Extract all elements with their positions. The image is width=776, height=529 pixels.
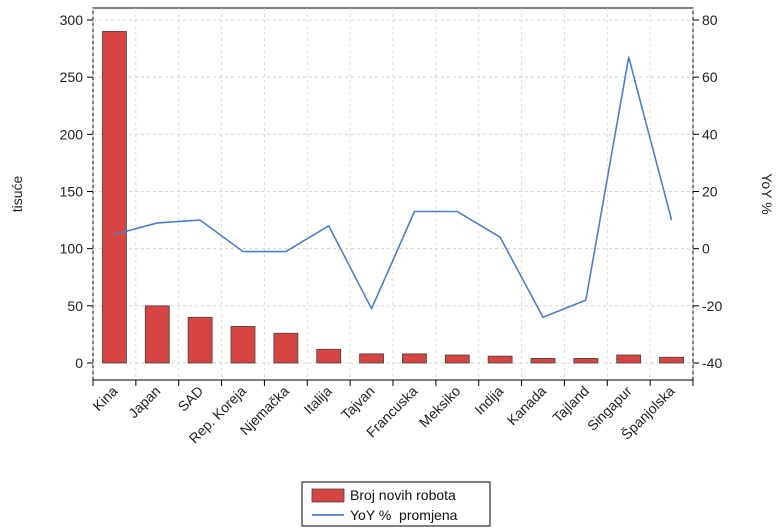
bar-Rep. Koreja bbox=[230, 326, 256, 364]
bar-Meksiko bbox=[444, 354, 470, 364]
bar-Tajvan bbox=[359, 353, 384, 364]
right-tick-label: 60 bbox=[702, 69, 718, 85]
x-tick-label: Tajvan bbox=[338, 383, 378, 423]
legend-bar-label: Broj novih robota bbox=[350, 487, 456, 503]
x-tick-label: Meksiko bbox=[416, 383, 464, 431]
right-tick-label: 80 bbox=[702, 12, 718, 28]
left-tick-label: 250 bbox=[60, 69, 84, 85]
bar-SAD bbox=[187, 316, 213, 364]
bar-Indija bbox=[487, 355, 513, 364]
left-tick-label: 300 bbox=[60, 12, 84, 28]
left-tick-label: 0 bbox=[75, 355, 83, 371]
right-y-axis: -40 -20 0 20 40 60 80 bbox=[693, 12, 722, 371]
line-series bbox=[114, 56, 673, 319]
bar-Singapur bbox=[616, 354, 642, 364]
right-axis-title: YoY % bbox=[759, 173, 775, 214]
right-tick-label: 40 bbox=[702, 126, 718, 142]
gridlines bbox=[92, 8, 694, 380]
left-tick-label: 50 bbox=[67, 298, 83, 314]
x-tick-label: Italija bbox=[300, 383, 335, 418]
bar-Tajland bbox=[573, 358, 599, 364]
right-tick-label: 0 bbox=[702, 241, 710, 257]
left-tick-label: 200 bbox=[60, 126, 84, 142]
x-tick-label: SAD bbox=[175, 383, 207, 415]
x-tick-label: Tajland bbox=[549, 383, 592, 426]
left-y-axis: 0 50 100 150 200 250 300 bbox=[60, 12, 93, 371]
left-tick-label: 150 bbox=[60, 184, 84, 200]
bar-Njemačka bbox=[273, 332, 299, 364]
bar-Kina bbox=[102, 31, 127, 364]
bar-Španjolska bbox=[659, 356, 684, 364]
bar-Kanada bbox=[530, 358, 556, 364]
left-axis-title: tisuće bbox=[9, 176, 25, 213]
legend-bar-swatch bbox=[311, 488, 345, 503]
legend-line-label: YoY % promjena bbox=[350, 507, 458, 523]
x-tick-label: Indija bbox=[471, 383, 506, 418]
yoy-line bbox=[114, 56, 673, 319]
x-tick-label: Kanada bbox=[504, 383, 550, 429]
bar-Italija bbox=[316, 348, 342, 364]
right-tick-label: -40 bbox=[702, 355, 722, 371]
right-tick-label: -20 bbox=[702, 298, 722, 314]
x-tick-label: Japan bbox=[125, 383, 163, 421]
left-tick-label: 100 bbox=[60, 241, 84, 257]
bar-Japan bbox=[144, 305, 170, 364]
bar-Francuska bbox=[402, 353, 427, 364]
right-tick-label: 20 bbox=[702, 184, 718, 200]
legend: Broj novih robota YoY % promjena bbox=[301, 481, 491, 527]
bar-series bbox=[102, 31, 684, 364]
x-tick-label: Kina bbox=[89, 383, 120, 414]
